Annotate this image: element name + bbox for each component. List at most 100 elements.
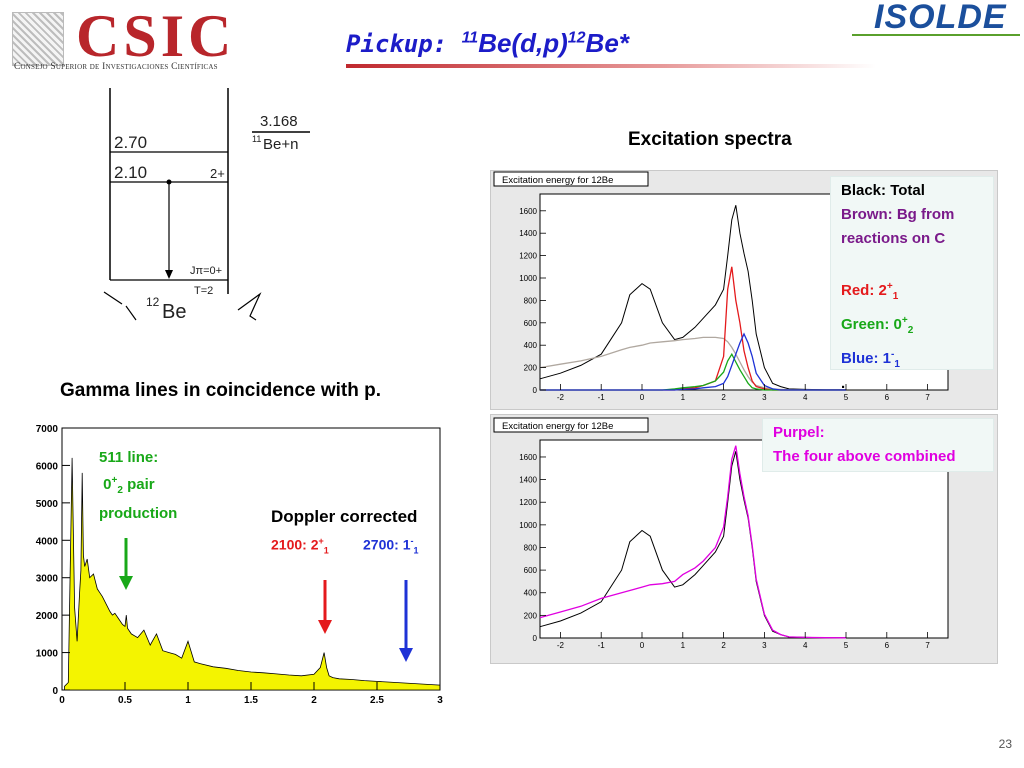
gamma-series-area [64,457,441,691]
title-prefix: Pickup: [346,30,462,58]
exc-bot-title-box [493,417,649,433]
line511-state-pre: 0 [103,476,112,493]
exc-x-tick-label: 0 [640,393,645,402]
transition-arrow-head [165,270,173,279]
green-arrow-head [119,576,133,590]
gamma-y-tick-label: 3000 [36,574,59,585]
blue-peak-label-sup: - [410,536,414,546]
exc-x-tick-label: -1 [598,393,606,402]
exc-y-tick-label: 0 [533,386,538,395]
nucleus-base: Be [162,301,186,323]
exc-x-tick-label: 3 [762,641,767,650]
exc-y-tick-label: 1200 [519,252,537,261]
exc-x-tick-label: 7 [925,641,930,650]
exc-y-tick-label: 0 [533,634,538,643]
exc-y-tick-label: 600 [524,566,538,575]
gamma-y-tick-label: 5000 [36,499,59,510]
exc-top-title-box [493,171,649,187]
csic-fullname: Consejo Superior de Investigaciones Cien… [14,62,218,72]
exc-y-tick-label: 1400 [519,476,537,485]
legend-green-sub: 2 [907,325,914,336]
exc-y-tick-label: 400 [524,589,538,598]
legend-green: Green: 0+2 [841,309,993,343]
line511-desc: production [99,505,178,522]
csic-seal-icon [12,12,64,66]
exc-x-tick-label: 4 [803,641,808,650]
exc-x-tick-label: 6 [885,641,890,650]
title-reaction: Be(d,p) [478,28,568,58]
exc-series-black [539,451,847,639]
exc-y-tick-label: 1600 [519,207,537,216]
exc-x-tick-label: 3 [762,393,767,402]
legend-red-pre: Red: 2 [841,282,887,299]
excitation-bottom-chart: Excitation energy for 12Be -2 -1 0 1 2 3 4 5 6 7 0… [493,417,949,650]
legend-bottom: Purpel: The four above combined [762,418,994,472]
threshold-sup: 11 [252,134,261,144]
exc-series-blue [540,332,846,391]
level-scheme-diagram: 2.70 2.10 2+ Jπ=0+ T=2 3.168 11 Be+n 12 … [103,88,310,323]
title-product: Be* [585,28,629,58]
line511-state-sup: + [111,475,118,486]
gamma-y-tick-label: 0 [52,686,58,697]
legend-top: Black: Total Brown: Bg from reactions on… [830,176,994,391]
scheme-break-left [103,291,137,321]
title-sup-12: 12 [567,29,586,47]
line511-title: 511 line: [99,449,159,466]
csic-logo: CSIC Consejo Superior de Investigaciones… [12,3,302,74]
red-peak-label: 2100: 2+1 [271,536,329,555]
doppler-label: Doppler corrected [271,507,418,526]
exc-top-title: Excitation energy for 12Be [502,175,613,186]
slide-number: 23 [998,737,1012,751]
legend-red-sup: + [886,281,893,292]
exc-x-tick-label: -2 [557,641,565,650]
legend-red: Red: 2+1 [841,275,993,309]
exc-series-purpel [539,445,847,639]
exc-x-tick-label: 2 [721,641,726,650]
page-title: Pickup: 11Be(d,p)12Be* [346,28,629,59]
red-peak-label-pre: 2100: 2 [271,536,319,553]
gamma-y-tick-label: 7000 [36,424,59,435]
csic-wordmark: CSIC [76,3,236,69]
gamma-y-tick-label: 2000 [36,611,59,622]
exc-y-tick-label: 1200 [519,498,537,507]
exc-y-tick-label: 400 [524,341,538,350]
legend-green-sup: + [901,315,908,326]
exc-bot-frame [539,439,949,639]
exc-y-tick-label: 200 [524,364,538,373]
excitation-caption: Excitation spectra [628,129,792,150]
nucleus-sup: 12 [146,295,160,309]
gamma-x-tick-label: 3 [437,695,443,706]
exc-y-tick-label: 1000 [519,274,537,283]
red-peak-label-sub: 1 [323,545,329,556]
line511-state: 0+2 pair [99,469,177,502]
exc-y-tick-label: 800 [524,543,538,552]
blue-arrow-head [399,648,413,662]
exc-x-tick-label: -2 [557,393,565,402]
red-arrow-head [318,620,332,634]
exc-series-black [539,205,847,391]
legend-blue: Blue: 1-1 [841,343,993,377]
gamma-caption: Gamma lines in coincidence with p. [60,380,381,401]
exc-x-tick-label: 6 [885,393,890,402]
legend-green-pre: Green: 0 [841,316,902,333]
legend-purpel-desc: The four above combined [773,448,956,465]
title-underline [346,64,876,68]
exc-x-tick-label: 5 [844,641,849,650]
exc-y-tick-label: 200 [524,611,538,620]
ground-spin-label: Jπ=0+ [190,265,222,277]
legend-blue-sup: - [891,349,895,360]
exc-y-tick-label: 1400 [519,229,537,238]
exc-x-tick-label: 1 [681,641,686,650]
gamma-x-tick-label: 1 [185,695,191,706]
exc-x-tick-label: 2 [721,393,726,402]
ground-isospin-label: T=2 [194,285,213,297]
exc-y-tick-label: 800 [524,296,538,305]
line511-state-sub: 2 [117,485,123,496]
gamma-x-tick-label: 0 [59,695,65,706]
legend-blue-pre: Blue: 1 [841,350,892,367]
exc-bot-title: Excitation energy for 12Be [502,421,613,432]
isolde-wordmark: ISOLDE [874,0,1007,36]
legend-blue-sub: 1 [894,359,900,370]
exc-x-tick-label: -1 [598,641,606,650]
legend-black: Black: Total [841,182,925,199]
